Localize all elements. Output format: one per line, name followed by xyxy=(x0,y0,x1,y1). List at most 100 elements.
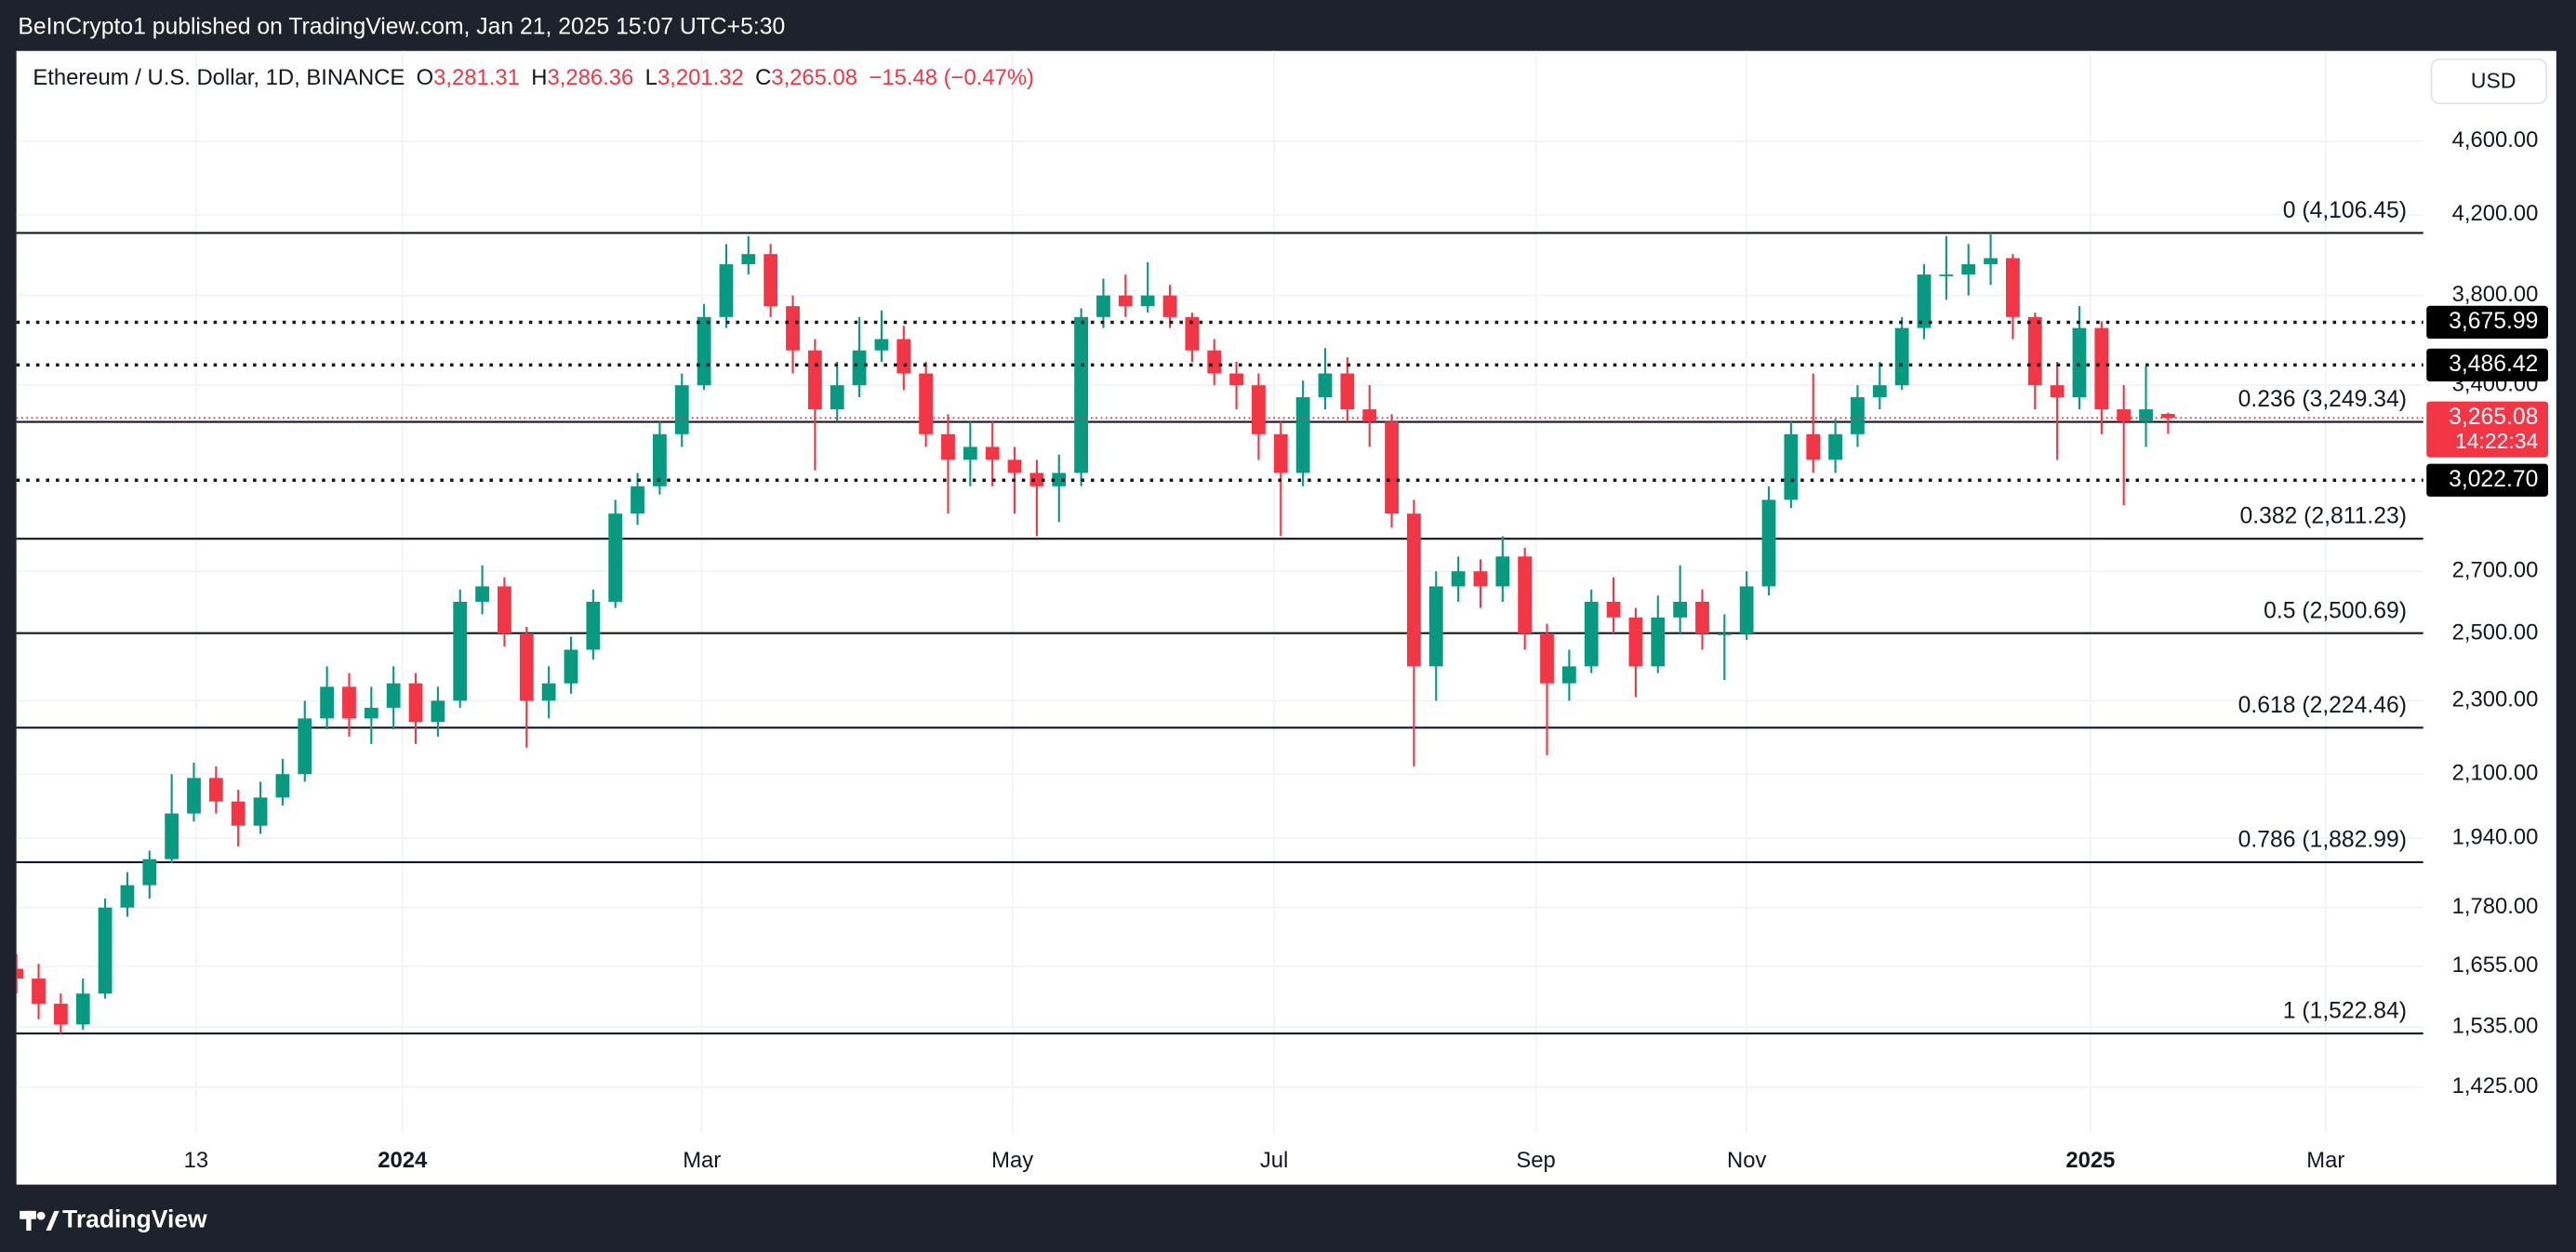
candle-body xyxy=(32,979,46,1005)
candle-body xyxy=(1318,373,1333,398)
fib-label: 0 (4,106.45) xyxy=(2283,198,2407,223)
candle-body xyxy=(1428,586,1443,667)
candle-body xyxy=(2161,414,2175,419)
brand: TradingView xyxy=(62,1205,207,1232)
price-box xyxy=(2426,305,2548,340)
candle-body xyxy=(2094,327,2109,410)
candle-body xyxy=(253,797,268,826)
x-tick-label: May xyxy=(991,1148,1033,1173)
y-tick-label: 1,535.00 xyxy=(2452,1013,2539,1038)
candle-body xyxy=(541,683,556,701)
candle-body xyxy=(1851,397,1865,434)
candle-body xyxy=(75,993,90,1025)
candle-body xyxy=(1917,274,1932,328)
y-tick-label: 1,940.00 xyxy=(2452,824,2539,849)
candle-body xyxy=(1473,571,1488,587)
x-tick-label: 13 xyxy=(184,1148,209,1173)
candle-body xyxy=(1872,385,1887,398)
fib-label: 0.618 (2,224.46) xyxy=(2238,693,2407,718)
candle-body xyxy=(364,707,378,719)
candle-body xyxy=(786,306,800,351)
candle-body xyxy=(498,586,511,633)
candle-body xyxy=(1185,316,1200,351)
candle-body xyxy=(386,683,401,708)
candle-body xyxy=(1495,556,1510,587)
price-box-label: 3,022.70 xyxy=(2449,467,2538,492)
y-tick-label: 1,780.00 xyxy=(2452,894,2539,919)
candle-body xyxy=(231,801,246,826)
fib-label: 1 (1,522.84) xyxy=(2283,999,2407,1024)
candle-body xyxy=(1451,571,1466,587)
candle-body xyxy=(1606,601,1621,618)
candle-body xyxy=(719,264,734,317)
currency-button[interactable] xyxy=(2430,58,2548,105)
countdown: 14:22:34 xyxy=(2455,429,2539,453)
x-tick-label: 2025 xyxy=(2065,1148,2115,1173)
candle-body xyxy=(1052,473,1067,486)
candle-body xyxy=(1385,421,1399,514)
candle-body xyxy=(919,373,934,434)
last-price-label: 3,265.08 xyxy=(2449,405,2538,430)
candle-body xyxy=(1695,601,1709,633)
candle-body xyxy=(431,700,445,723)
candle-body xyxy=(1961,264,1976,275)
candle-body xyxy=(2050,385,2065,398)
x-tick-label: Jul xyxy=(1260,1148,1288,1173)
ohlc-value: 3,265.08 xyxy=(771,65,857,90)
candle-body xyxy=(2139,409,2153,422)
candle-body xyxy=(674,385,689,434)
candle-body xyxy=(2006,258,2020,317)
candle-body xyxy=(741,254,756,265)
ohlc-key: H xyxy=(531,65,547,90)
candle-body xyxy=(120,885,135,908)
candle-body xyxy=(1584,601,1599,667)
chart-panel xyxy=(16,50,2556,1185)
candle-body xyxy=(475,586,489,602)
y-tick-label: 1,425.00 xyxy=(2452,1073,2539,1099)
candle-body xyxy=(320,686,335,719)
candle-body xyxy=(1518,556,1533,633)
candle-body xyxy=(1651,617,1666,667)
candle-body xyxy=(1761,499,1776,587)
price-lines xyxy=(16,320,2423,483)
candle-body xyxy=(1029,473,1044,486)
ohlc-value: 3,281.31 xyxy=(433,65,520,90)
attribution: BeInCrypto1 published on TradingView.com… xyxy=(18,15,785,40)
candle-body xyxy=(453,601,468,701)
candle-body xyxy=(586,601,601,650)
candle-body xyxy=(896,339,911,374)
candle-body xyxy=(298,718,312,775)
candle-body xyxy=(1229,373,1243,386)
ohlc-key: O xyxy=(417,65,434,90)
candle-body xyxy=(187,778,201,814)
last-price-box xyxy=(2426,401,2548,458)
candle-body xyxy=(1806,433,1821,460)
symbol: Ethereum / U.S. Dollar, 1D, BINANCE xyxy=(33,65,405,90)
fib-label: 0.5 (2,500.69) xyxy=(2264,598,2407,623)
price-box xyxy=(2426,348,2548,382)
currency[interactable]: USD xyxy=(2471,68,2516,92)
candle-body xyxy=(1717,633,1732,635)
candle-body xyxy=(1894,327,1909,386)
candle-body xyxy=(275,774,290,798)
candle-body xyxy=(1295,397,1310,473)
y-tick-label: 4,200.00 xyxy=(2452,201,2539,226)
fib-label: 0.382 (2,811.23) xyxy=(2239,504,2407,529)
candle-body xyxy=(1162,295,1177,317)
legend: Ethereum / U.S. Dollar, 1D, BINANCE O3,28… xyxy=(33,65,1034,90)
x-tick-label: Nov xyxy=(1727,1148,1766,1173)
grid xyxy=(16,50,2423,1134)
candles xyxy=(16,233,2175,1034)
candle-body xyxy=(165,813,179,859)
fib-label: 0.786 (1,882.99) xyxy=(2238,827,2407,852)
ohlc-key: L xyxy=(645,65,657,90)
y-tick-label: 1,655.00 xyxy=(2452,952,2539,978)
candle-body xyxy=(1340,373,1355,410)
fib-levels: 0 (4,106.45) 0.236 (3,249.34) 0.382 (2,811… xyxy=(16,198,2423,1035)
candle-body xyxy=(1273,433,1288,473)
candle-body xyxy=(564,649,578,684)
candle-body xyxy=(631,486,644,514)
candle-body xyxy=(1628,617,1643,667)
candle-body xyxy=(98,907,113,994)
